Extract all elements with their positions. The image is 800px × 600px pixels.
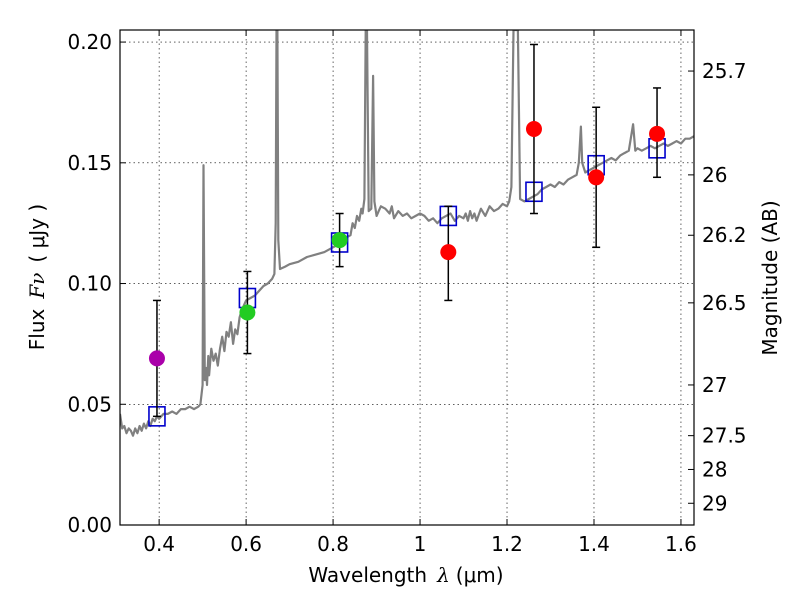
y-tick-label: 0.10 [67,272,112,296]
y2-tick-label: 28 [702,457,727,481]
x-tick-label: 1.2 [491,532,523,556]
observation-point [239,304,256,321]
observations-layer [148,121,666,367]
x-axis-label: Wavelength λ (μm) [308,563,503,587]
y2-tick-label: 27 [702,373,727,397]
x-tick-label: 1.6 [665,532,697,556]
y2-tick-label: 29 [702,491,727,515]
y-axis-unit: ( μJy ) [25,204,49,263]
x-tick-label: 1 [414,532,427,556]
spectrum-line [120,30,694,437]
observation-point [588,169,605,186]
y-tick-label: 0.15 [67,151,112,175]
y-axis-symbol: Fν [25,273,49,300]
x-tick-label: 0.8 [317,532,349,556]
y-axis-label-text: Flux [25,308,49,350]
y-tick-label: 0.05 [67,392,112,416]
x-tick-label: 0.4 [143,532,175,556]
y2-axis-label: Magnitude (AB) [758,200,782,355]
plot-frame [119,29,695,526]
y-axis-label: Flux Fν ( μJy ) [25,204,49,350]
observation-point [331,232,348,249]
x-axis-symbol: λ [436,563,450,587]
observation-point [440,244,457,261]
observation-point [649,125,666,142]
y2-tick-label: 25.7 [702,59,747,83]
y-tick-label: 0.00 [67,513,112,537]
y2-tick-label: 26 [702,163,727,187]
observation-point [148,350,165,367]
x-tick-label: 0.6 [230,532,262,556]
observation-point [525,121,542,137]
y2-tick-labels: 25.7 26 26.2 26.5 27 27.5 28 29 [702,59,747,515]
x-tick-label: 1.4 [578,532,610,556]
x-tick-labels: 0.4 0.6 0.8 1 1.2 1.4 1.6 [143,532,697,556]
y-tick-labels: 0.00 0.05 0.10 0.15 0.20 [67,30,112,537]
y2-tick-label: 27.5 [702,424,747,448]
grid-lines [120,30,694,525]
y2-tick-label: 26.5 [702,291,747,315]
axis-ticks [120,30,694,526]
y-tick-label: 0.20 [67,30,112,54]
x-axis-unit: (μm) [456,563,504,587]
x-axis-label-text: Wavelength [308,563,427,587]
spectrum-layer [120,30,694,437]
y2-tick-label: 26.2 [702,223,747,247]
